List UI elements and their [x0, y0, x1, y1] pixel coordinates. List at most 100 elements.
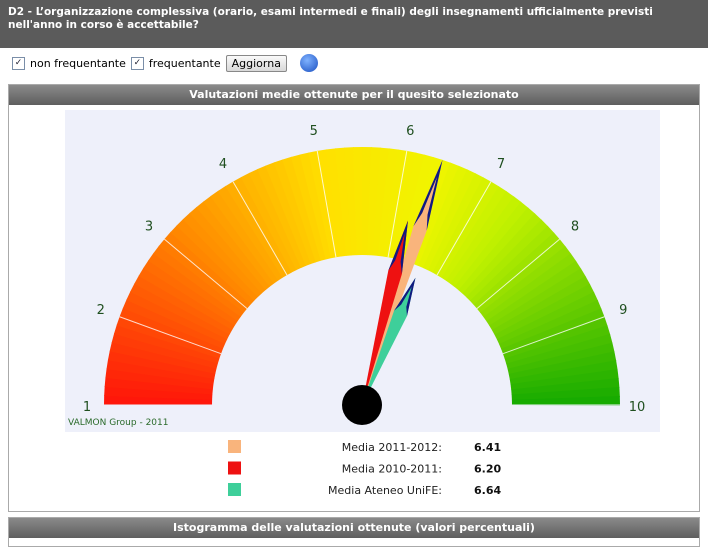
checkbox-label: frequentante [148, 56, 221, 70]
gauge-band [458, 207, 536, 294]
gauge-band [502, 316, 608, 360]
needle [362, 277, 416, 405]
gauge-band [509, 360, 618, 385]
tick-line [502, 316, 605, 355]
gauge-band [382, 149, 408, 258]
gauge-band [109, 341, 217, 374]
gauge-band [158, 238, 248, 313]
legend-value: 6.41 [474, 441, 501, 454]
gauge-band [480, 246, 572, 318]
gauge-band [104, 395, 213, 405]
legend-swatch [228, 483, 241, 496]
histogram-panel: Istogramma delle valutazioni ottenute (v… [8, 517, 700, 547]
gauge-band [362, 147, 372, 256]
gauge-band [326, 148, 347, 257]
gauge-band [122, 299, 226, 349]
gauge-band [344, 147, 358, 256]
gauge-band [496, 291, 599, 345]
gauge-band [494, 283, 595, 340]
tick-label: 2 [97, 303, 105, 318]
gauge-band [164, 231, 251, 309]
gauge-band [469, 225, 555, 305]
gauge-band [203, 195, 275, 287]
gauge-band [299, 152, 332, 260]
tick-line [476, 238, 560, 309]
tick-label: 1 [83, 400, 91, 415]
gauge-band [466, 219, 549, 302]
gauge-band [511, 387, 620, 401]
gauge-band [106, 359, 215, 385]
gauge-band [427, 173, 484, 273]
needle-tip [388, 220, 408, 274]
gauge-band [388, 150, 417, 259]
gauge-band [138, 267, 236, 330]
checkbox[interactable]: ✓ [130, 56, 144, 70]
gauge-band [153, 245, 245, 317]
credit: VALMON Group - 2011 [68, 418, 168, 428]
gauge-band [265, 162, 312, 266]
needle [362, 220, 408, 405]
gauge-band [486, 260, 582, 326]
gauge-band [352, 147, 363, 256]
gauge-band [116, 316, 222, 359]
gauge-band [104, 377, 213, 395]
legend-label: Media 2011-2012: [342, 441, 442, 454]
tick-label: 7 [497, 157, 505, 172]
gauge-band [489, 268, 586, 331]
gauge-band [418, 165, 468, 269]
gauge-band [308, 150, 337, 259]
gauge-band [511, 378, 620, 395]
gauge-band [107, 350, 216, 379]
tick-line [164, 238, 248, 309]
gauge-band [113, 324, 220, 364]
gauge-band [483, 253, 577, 322]
needle-hub [342, 385, 382, 425]
gauge-band [413, 162, 460, 267]
tick-label: 9 [619, 303, 627, 318]
checkbox[interactable]: ✓ [12, 56, 25, 70]
legend-value: 6.20 [474, 463, 501, 476]
gauge-band [454, 201, 529, 291]
help-icon[interactable] [299, 54, 318, 72]
gauge-band [317, 149, 342, 258]
gauge-band [189, 206, 266, 294]
gauge-band [282, 156, 322, 263]
gauge-band [105, 368, 214, 390]
needle-tip [413, 159, 443, 231]
gauge-band [510, 369, 619, 390]
gauge-band [511, 395, 620, 406]
gauge-band [473, 232, 561, 309]
gauge-band [335, 147, 352, 256]
panel-title: Valutazioni medie ottenute per il quesit… [9, 85, 699, 105]
question-header: D2 - L’organizzazione complessiva (orari… [0, 0, 708, 48]
needle [362, 159, 443, 405]
gauge-band [176, 218, 259, 301]
gauge-band [248, 168, 302, 271]
tick-line [232, 181, 288, 276]
gauge-band [111, 333, 218, 369]
gauge-band [462, 213, 542, 298]
gauge-band [170, 225, 255, 305]
gauge-band [507, 342, 615, 375]
legend-label: Media Ateneo UniFE: [328, 484, 442, 497]
panel-title: Istogramma delle valutazioni ottenute (v… [9, 518, 699, 538]
gauge-band [143, 260, 238, 326]
gauge-band [437, 181, 500, 279]
tick-line [387, 150, 408, 258]
gauge-band [441, 186, 507, 281]
tick-label: 6 [406, 124, 414, 139]
tick-line [436, 181, 492, 276]
gauge-band [398, 154, 434, 261]
gauge-band [182, 212, 262, 298]
update-button[interactable]: Aggiorna [225, 54, 287, 72]
legend-label: Media 2010-2011: [342, 463, 442, 476]
tick-label: 10 [629, 400, 646, 415]
tick-label: 8 [571, 219, 579, 234]
legend-value: 6.64 [474, 484, 501, 497]
gauge-band [273, 159, 317, 265]
gauge-band [119, 307, 224, 354]
gauge-panel: Valutazioni medie ottenute per il quesit… [8, 84, 700, 512]
gauge-band [508, 351, 617, 380]
legend-swatch [228, 440, 241, 453]
